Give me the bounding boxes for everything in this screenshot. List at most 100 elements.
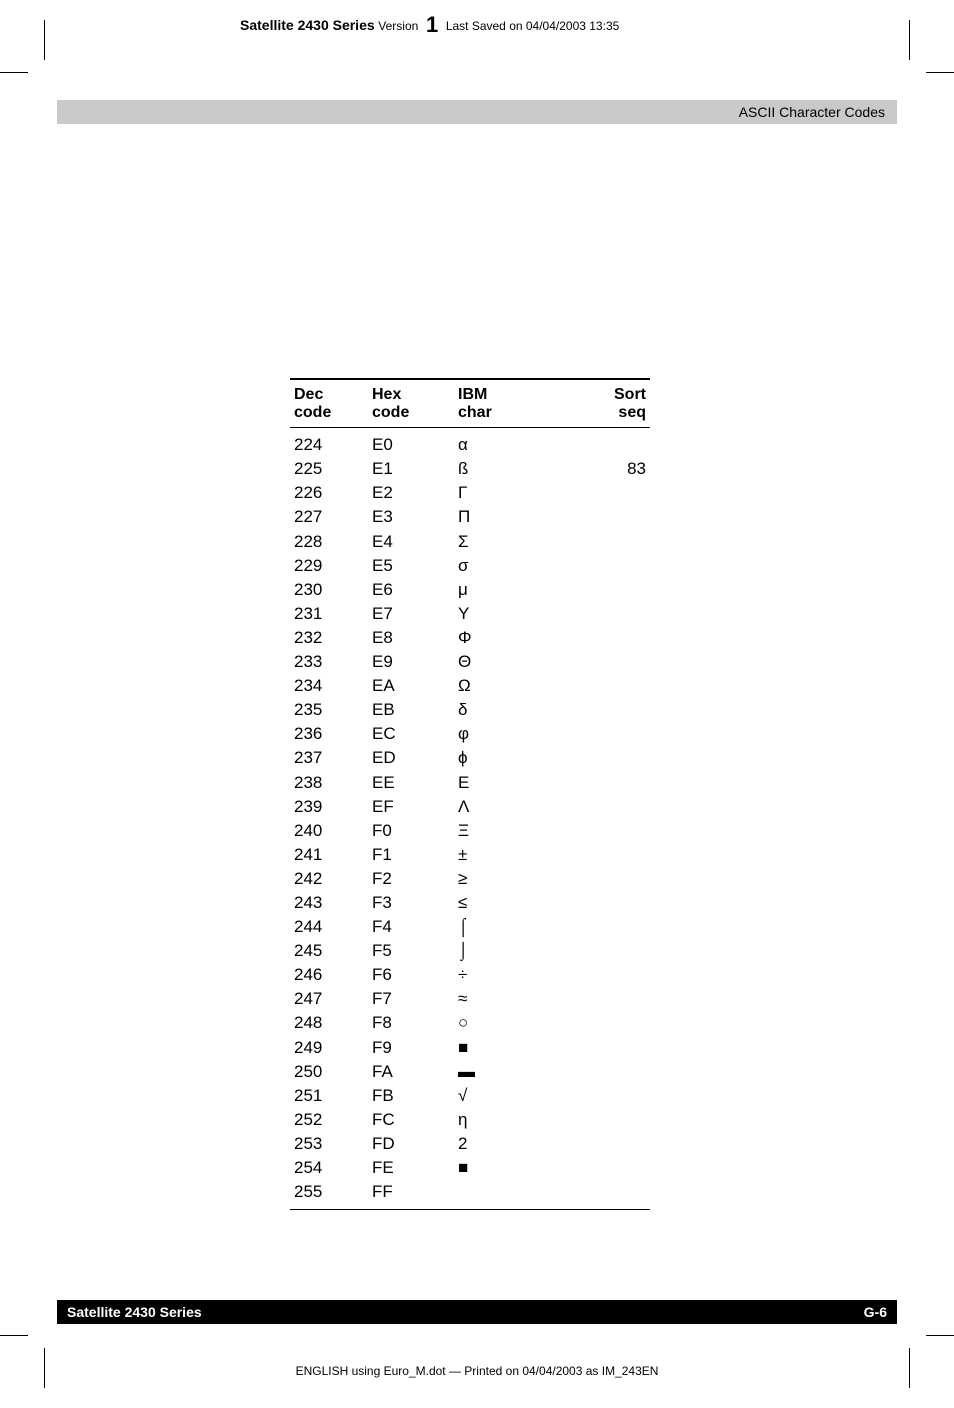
cell-hex: F7	[368, 987, 454, 1011]
cell-ibm-char: ○	[454, 1011, 544, 1035]
section-title-bar: ASCII Character Codes	[57, 100, 897, 124]
cell-sort	[544, 481, 650, 505]
cell-ibm-char: ⌠	[454, 915, 544, 939]
footer-left: Satellite 2430 Series	[67, 1304, 202, 1320]
table-row: 235EBδ	[290, 698, 650, 722]
header-version-label: Version	[378, 19, 418, 33]
cell-dec: 239	[290, 795, 368, 819]
cell-dec: 226	[290, 481, 368, 505]
cell-hex: F4	[368, 915, 454, 939]
crop-mark	[909, 20, 910, 60]
table-row: 245F5⌡	[290, 939, 650, 963]
cell-hex: E7	[368, 602, 454, 626]
table-row: 253FD2	[290, 1132, 650, 1156]
cell-hex: F3	[368, 891, 454, 915]
cell-sort	[544, 1132, 650, 1156]
ascii-table-wrap: Dec code Hex code IBM char Sort seq 224E…	[290, 378, 650, 1210]
col-header-sort-line1: Sort	[614, 386, 646, 403]
cell-ibm-char: Π	[454, 505, 544, 529]
cell-dec: 236	[290, 722, 368, 746]
table-row: 250FA▬	[290, 1060, 650, 1084]
cell-hex: E8	[368, 626, 454, 650]
cell-ibm-char: ±	[454, 843, 544, 867]
cell-dec: 237	[290, 746, 368, 770]
cell-ibm-char: ÷	[454, 963, 544, 987]
table-row: 226E2Γ	[290, 481, 650, 505]
cell-ibm-char: μ	[454, 578, 544, 602]
table-row: 230E6μ	[290, 578, 650, 602]
cell-hex: FD	[368, 1132, 454, 1156]
table-row: 244F4⌠	[290, 915, 650, 939]
cell-dec: 245	[290, 939, 368, 963]
cell-dec: 253	[290, 1132, 368, 1156]
table-row: 243F3≤	[290, 891, 650, 915]
cell-ibm-char: Ξ	[454, 819, 544, 843]
cell-hex: EB	[368, 698, 454, 722]
crop-mark	[926, 72, 954, 73]
cell-dec: 246	[290, 963, 368, 987]
cell-dec: 251	[290, 1084, 368, 1108]
cell-hex: FB	[368, 1084, 454, 1108]
table-row: 255FF	[290, 1180, 650, 1210]
cell-sort	[544, 1108, 650, 1132]
cell-ibm-char	[454, 1180, 544, 1210]
table-row: 234EAΩ	[290, 674, 650, 698]
cell-ibm-char: √	[454, 1084, 544, 1108]
cell-hex: F2	[368, 867, 454, 891]
cell-ibm-char: φ	[454, 722, 544, 746]
cell-dec: 255	[290, 1180, 368, 1210]
cell-ibm-char: Λ	[454, 795, 544, 819]
cell-hex: FC	[368, 1108, 454, 1132]
cell-dec: 228	[290, 530, 368, 554]
cell-dec: 224	[290, 428, 368, 458]
cell-sort	[544, 626, 650, 650]
cell-sort	[544, 554, 650, 578]
cell-ibm-char: ≥	[454, 867, 544, 891]
cell-sort	[544, 1084, 650, 1108]
cell-sort	[544, 428, 650, 458]
cell-dec: 231	[290, 602, 368, 626]
cell-sort	[544, 795, 650, 819]
cell-dec: 234	[290, 674, 368, 698]
col-header-hex-line2: code	[372, 404, 409, 421]
table-row: 231E7Υ	[290, 602, 650, 626]
cell-dec: 250	[290, 1060, 368, 1084]
col-header-sort-line2: seq	[618, 404, 646, 421]
cell-dec: 229	[290, 554, 368, 578]
cell-sort	[544, 1036, 650, 1060]
table-row: 251FB√	[290, 1084, 650, 1108]
cell-hex: E9	[368, 650, 454, 674]
cell-hex: ED	[368, 746, 454, 770]
cell-hex: FA	[368, 1060, 454, 1084]
cell-hex: E3	[368, 505, 454, 529]
cell-ibm-char: Σ	[454, 530, 544, 554]
cell-sort	[544, 1156, 650, 1180]
cell-sort	[544, 843, 650, 867]
cell-sort	[544, 722, 650, 746]
cell-hex: EA	[368, 674, 454, 698]
cell-ibm-char: Ε	[454, 771, 544, 795]
cell-ibm-char: ⌡	[454, 939, 544, 963]
cell-hex: F5	[368, 939, 454, 963]
section-title: ASCII Character Codes	[739, 104, 885, 120]
cell-hex: E5	[368, 554, 454, 578]
cell-ibm-char: ≈	[454, 987, 544, 1011]
table-row: 233E9Θ	[290, 650, 650, 674]
cell-sort	[544, 771, 650, 795]
table-row: 224E0α	[290, 428, 650, 458]
cell-sort	[544, 1180, 650, 1210]
cell-dec: 225	[290, 457, 368, 481]
cell-ibm-char: ≤	[454, 891, 544, 915]
crop-mark	[926, 1335, 954, 1336]
cell-hex: E2	[368, 481, 454, 505]
cell-hex: F8	[368, 1011, 454, 1035]
cell-ibm-char: Υ	[454, 602, 544, 626]
cell-dec: 230	[290, 578, 368, 602]
cell-dec: 252	[290, 1108, 368, 1132]
table-row: 242F2≥	[290, 867, 650, 891]
cell-sort	[544, 505, 650, 529]
cell-hex: E1	[368, 457, 454, 481]
cell-dec: 240	[290, 819, 368, 843]
cell-ibm-char: ß	[454, 457, 544, 481]
col-header-hex: Hex code	[368, 379, 454, 428]
